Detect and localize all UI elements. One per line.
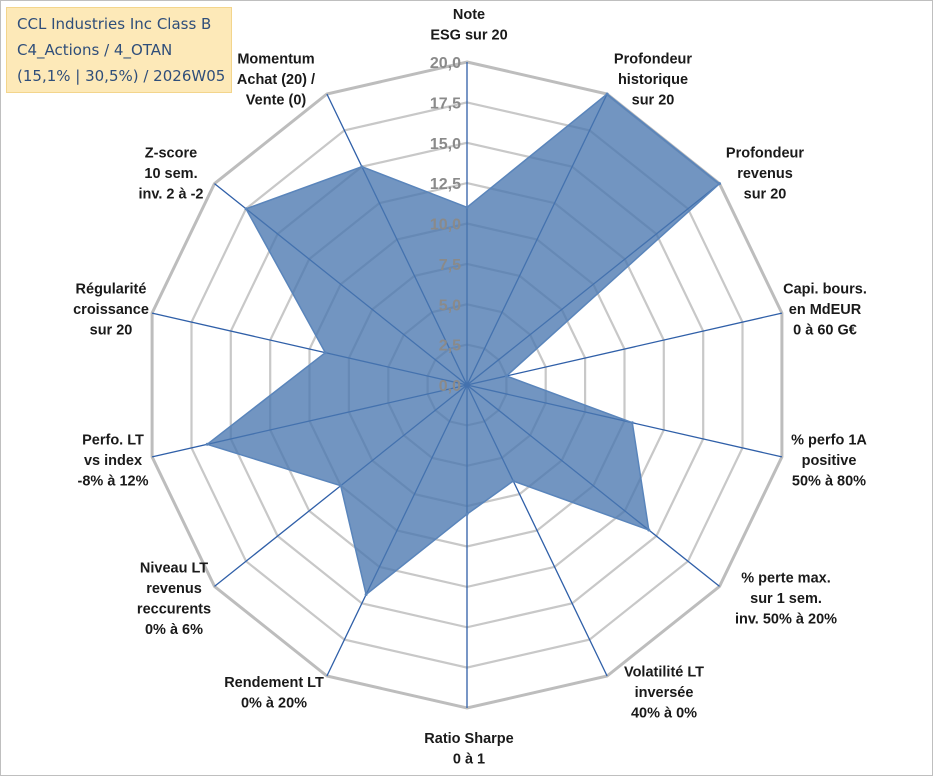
axis-label-line: Profondeur	[614, 52, 692, 68]
axis-label-line: 40% à 0%	[631, 706, 697, 722]
axis-label-line: sur 1 sem.	[750, 591, 822, 607]
title-box: CCL Industries Inc Class B C4_Actions / …	[6, 7, 232, 93]
axis-label: Perfo. LT vs index -8% à 12%	[78, 433, 149, 490]
data-point	[339, 484, 343, 488]
axis-label-line: Volatilité LT	[624, 665, 704, 681]
data-point	[244, 207, 248, 211]
tick-label: 5,0	[439, 297, 461, 314]
data-point	[465, 205, 469, 209]
label-layer: Note ESG sur 20 Profondeur historique sur 20…	[73, 7, 867, 768]
tick-label: 12,5	[430, 176, 461, 193]
axis-label: Rendement LT 0% à 20%	[224, 675, 324, 712]
axis-label-line: Rendement LT	[224, 675, 324, 691]
data-point	[205, 442, 209, 446]
axis-label-line: historique	[618, 72, 688, 88]
axis-label-line: vs index	[84, 453, 142, 469]
tick-label: 17,5	[430, 95, 461, 112]
data-point	[605, 92, 609, 96]
axis-label-line: Niveau LT	[140, 560, 208, 576]
data-point	[511, 479, 515, 483]
axis-label-line: revenus	[737, 166, 793, 182]
axis-label: % perfo 1A positive 50% à 80%	[791, 433, 867, 490]
tick-label: 7,5	[439, 257, 461, 274]
axis-label-line: sur 20	[90, 323, 133, 339]
tick-layer: 0,0 2,5 5,0 7,5 10,0 12,5 15,0 17,5 20,0	[430, 55, 461, 395]
axis-label: % perte max. sur 1 sem. inv. 50% à 20%	[735, 571, 837, 628]
axis-label-line: Profondeur	[726, 146, 804, 162]
title-line-1: CCL Industries Inc Class B	[17, 15, 212, 33]
axis-label-line: Perfo. LT	[82, 433, 144, 449]
axis-label-line: Z-score	[145, 146, 197, 162]
data-point	[465, 512, 469, 516]
axis-label-line: Capi. bours.	[783, 282, 867, 298]
axis-label-line: 0% à 6%	[145, 622, 203, 638]
axis-label-line: % perte max.	[741, 571, 830, 587]
tick-label: 15,0	[430, 136, 461, 153]
axis-label-line: 10 sem.	[144, 166, 197, 182]
axis-label-line: inv. 50% à 20%	[735, 612, 837, 628]
axis-label: Momentum Achat (20) / Vente (0)	[237, 52, 315, 109]
axis-label-line: Momentum	[237, 52, 314, 68]
axis-label: Note ESG sur 20	[430, 7, 507, 44]
data-point	[504, 374, 508, 378]
axis-label-line: Achat (20) /	[237, 72, 315, 88]
axis-label: Volatilité LT inversée 40% à 0%	[624, 665, 704, 722]
tick-label: 2,5	[439, 338, 461, 355]
title-line-3: (15,1% | 30,5%) / 2026W05	[17, 67, 226, 85]
data-point	[718, 182, 721, 186]
axis-label-line: inversée	[635, 685, 694, 701]
axis-label: Régularité croissance sur 20	[73, 282, 149, 339]
axis-label-line: 0% à 20%	[241, 695, 307, 711]
data-point	[323, 351, 327, 355]
axis-label: Z-score 10 sem. inv. 2 à -2	[138, 146, 203, 203]
title-line-2: C4_Actions / 4_OTAN	[17, 41, 173, 59]
axis-label-line: Vente (0)	[246, 93, 307, 109]
axis-label-line: 50% à 80%	[792, 474, 866, 490]
axis-label-line: inv. 2 à -2	[138, 187, 203, 203]
tick-label: 10,0	[430, 217, 461, 234]
data-point	[630, 421, 634, 425]
axis-label: Niveau LT revenus reccurents 0% à 6%	[137, 560, 211, 638]
series-layer	[205, 92, 721, 596]
tick-label: 20,0	[430, 55, 461, 72]
axis-label: Profondeur historique sur 20	[614, 52, 692, 109]
axis-label-line: sur 20	[632, 93, 675, 109]
axis-label-line: 0 à 60 G€	[793, 323, 857, 339]
axis-label-line: positive	[802, 453, 857, 469]
axis-label-line: 0 à 1	[453, 751, 485, 767]
data-point	[364, 593, 368, 596]
axis-label: Capi. bours. en MdEUR 0 à 60 G€	[783, 282, 867, 339]
axis-label-line: revenus	[146, 581, 202, 597]
axis-label-line: en MdEUR	[789, 302, 862, 318]
data-point	[647, 528, 651, 532]
axis-label-line: -8% à 12%	[78, 474, 149, 490]
axis-label-line: Note	[453, 7, 485, 23]
axis-label: Ratio Sharpe 0 à 1	[424, 731, 513, 768]
data-point	[360, 165, 364, 169]
axis-label-line: sur 20	[744, 187, 787, 203]
axis-label: Profondeur revenus sur 20	[726, 146, 804, 203]
tick-label: 0,0	[439, 378, 461, 395]
axis-label-line: croissance	[73, 302, 149, 318]
axis-label-line: reccurents	[137, 601, 211, 617]
axis-label-line: Régularité	[76, 282, 147, 298]
axis-spoke	[466, 312, 783, 386]
axis-label-line: Ratio Sharpe	[424, 731, 513, 747]
axis-label-line: % perfo 1A	[791, 433, 867, 449]
axis-label-line: ESG sur 20	[430, 27, 507, 43]
